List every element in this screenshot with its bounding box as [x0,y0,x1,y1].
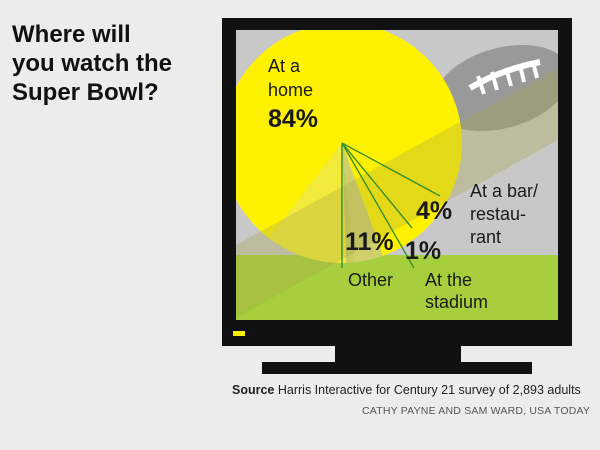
pie-slice-bar [342,143,384,263]
leader-line-stadium [341,142,413,229]
tv-screen [236,30,558,320]
slice-value-stadium: 1% [405,237,441,265]
slice-label-bar-line1: At a bar/ [470,181,538,201]
screen-glare-band [236,68,558,318]
tv-stand-neck [335,346,461,364]
slice-label-bar-line3: rant [470,227,501,247]
screen-field [236,255,558,320]
leader-lines [341,142,441,269]
slice-label-stadium-line2: stadium [425,292,488,312]
leader-line-stadium-down [341,142,415,269]
tv-power-light [233,331,245,336]
pie-slice-home [236,30,462,256]
source-label: Source [232,383,275,397]
credit-line: CATHY PAYNE AND SAM WARD, USA TODAY [362,405,591,417]
leader-line-bar [341,142,441,197]
pie-slice-stadium [342,143,354,263]
pie-slice-other [268,143,347,264]
slice-label-home-line2: home [268,80,313,100]
slice-label-other: Other [348,270,393,290]
slice-value-home: 84% [268,105,318,133]
source-text: Harris Interactive for Century 21 survey… [277,383,581,397]
slice-label-bar-line2: restau- [470,204,526,224]
slice-value-other: 11% [345,228,394,256]
tv-stand-base [262,362,532,374]
football-icon [433,44,558,132]
chart-title: Where will you watch the Super Bowl? [12,21,173,106]
source-note: Source Harris Interactive for Century 21… [232,383,592,397]
slice-label-home-line1: At a [268,56,301,76]
slice-value-bar: 4% [416,197,452,225]
slice-label-stadium-line1: At the [425,270,472,290]
pie-chart [236,30,462,264]
